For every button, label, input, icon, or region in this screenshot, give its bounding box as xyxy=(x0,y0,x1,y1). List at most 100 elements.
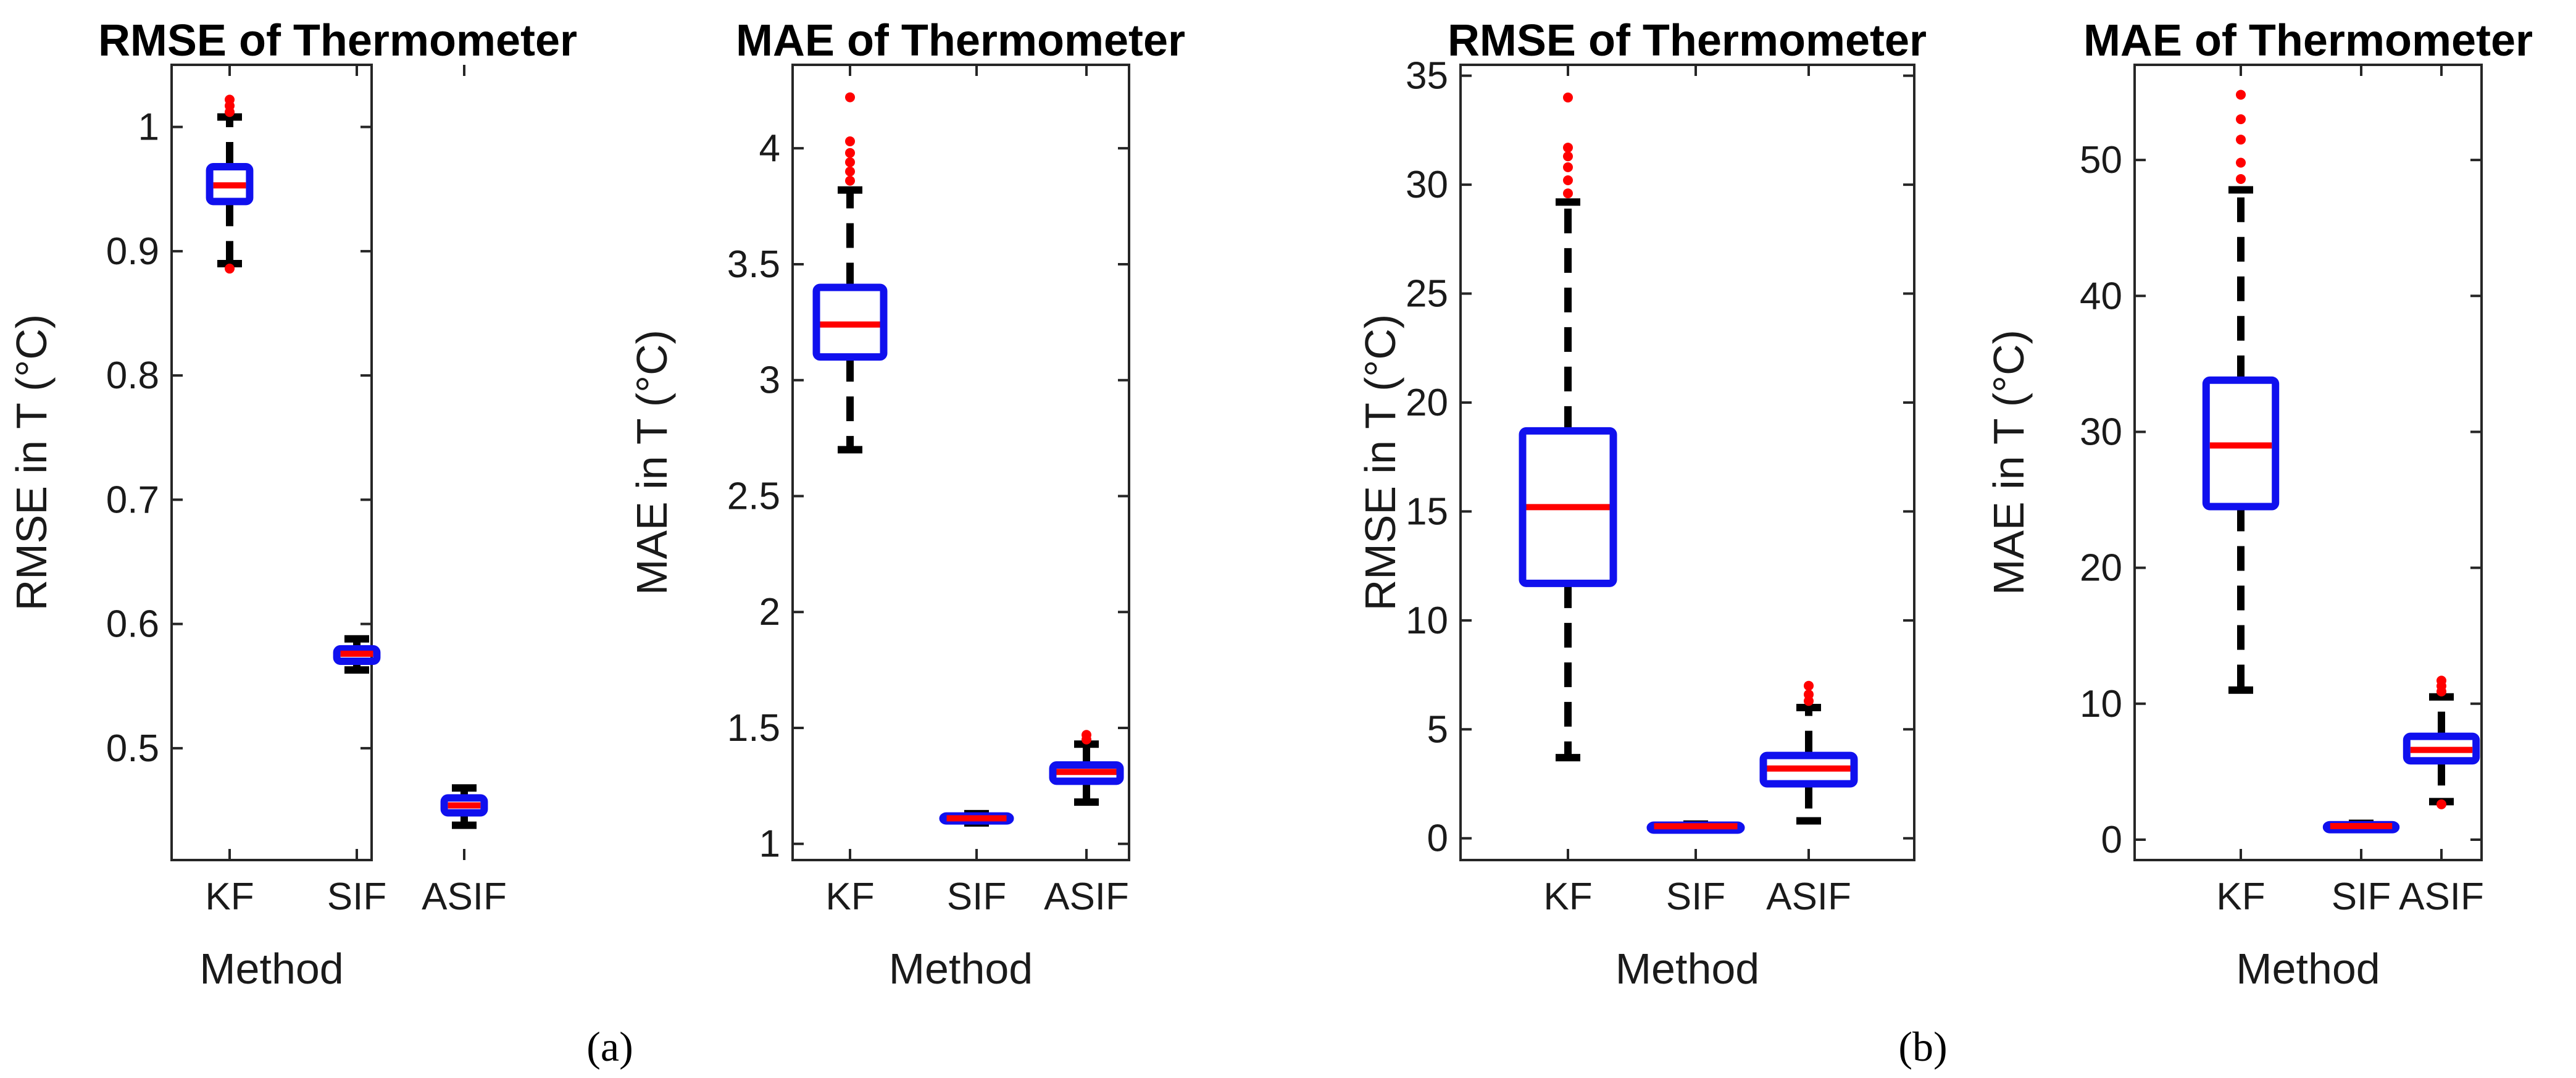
outlier-point xyxy=(845,175,855,186)
chart-mae-b: 0 10 20 30 40 50 KF SIF ASIF MAE of Thermometer Me… xyxy=(1985,16,2533,993)
xtick-label-sif: SIF xyxy=(2332,875,2391,918)
ytick-label: 3 xyxy=(759,359,780,402)
boxplot-kf xyxy=(206,94,254,274)
x-axis-label: Method xyxy=(1615,945,1759,993)
outlier-point xyxy=(225,94,235,105)
outlier-point xyxy=(1082,730,1091,740)
axes-frame xyxy=(2133,64,2483,861)
outlier-point xyxy=(1563,162,1573,172)
boxplot-asif xyxy=(440,784,488,829)
ytick-label: 3.5 xyxy=(727,243,780,286)
box-iqr xyxy=(2403,732,2480,765)
outlier-point xyxy=(1804,680,1814,691)
outlier-point xyxy=(2436,799,2446,809)
outlier-point xyxy=(2436,675,2446,686)
outlier-point xyxy=(845,148,855,158)
ytick-label: 15 xyxy=(1406,490,1448,533)
chart-title: RMSE of Thermometer xyxy=(98,16,577,65)
ytick-label: 2 xyxy=(759,591,780,633)
xtick-label-asif: ASIF xyxy=(422,875,507,918)
xtick-label-kf: KF xyxy=(825,875,874,918)
xtick-label-sif: SIF xyxy=(327,875,386,918)
outlier-point xyxy=(1563,92,1573,102)
xtick-label-sif: SIF xyxy=(1666,875,1725,918)
chart-title: RMSE of Thermometer xyxy=(1448,16,1927,65)
ytick-label: 0.8 xyxy=(106,354,159,397)
ytick-label: 1.5 xyxy=(727,707,780,750)
box-iqr xyxy=(1049,761,1124,785)
y-axis-label: MAE in T (°C) xyxy=(628,330,676,595)
ytick-label: 35 xyxy=(1406,55,1448,98)
boxplot-sif xyxy=(2322,819,2400,834)
x-axis-label: Method xyxy=(2236,945,2380,993)
boxplot-sif xyxy=(939,809,1014,827)
box-iqr xyxy=(333,645,381,665)
box-iqr xyxy=(812,283,888,361)
xtick-label-kf: KF xyxy=(1543,875,1592,918)
ytick-label: 10 xyxy=(1406,600,1448,642)
ytick-label: 30 xyxy=(1406,164,1448,206)
ytick-label: 40 xyxy=(2080,275,2122,317)
chart-title: MAE of Thermometer xyxy=(736,16,1185,65)
ytick-label: 0 xyxy=(1427,817,1448,860)
xtick-label-kf: KF xyxy=(205,875,254,918)
box-iqr xyxy=(206,163,254,206)
chart-rmse-b: 0 5 10 15 20 25 30 35 KF SIF ASIF RMSE of Thermomet… xyxy=(1356,16,1927,993)
outlier-point xyxy=(2236,135,2246,145)
outlier-point xyxy=(2236,114,2246,125)
ytick-label: 2.5 xyxy=(727,475,780,517)
boxplot-sif xyxy=(333,635,381,674)
ytick-label: 5 xyxy=(1427,708,1448,751)
chart-mae-a: 1 1.5 2 2.5 3 3.5 4 KF SIF ASIF MAE of Thermometer… xyxy=(628,16,1185,993)
boxplot-asif xyxy=(2403,675,2480,809)
ytick-label: 10 xyxy=(2080,683,2122,725)
box-iqr xyxy=(1759,751,1858,788)
axes-frame xyxy=(1459,64,1915,861)
ytick-label: 20 xyxy=(2080,547,2122,590)
axes-frame xyxy=(170,64,373,861)
ytick-label: 25 xyxy=(1406,273,1448,315)
outlier-point xyxy=(845,92,855,102)
chart-rmse-a: 0.5 0.6 0.7 0.8 0.9 1 KF SIF ASIF RMSE of Thermom… xyxy=(7,16,577,993)
ytick-label: 50 xyxy=(2080,139,2122,182)
boxplot-sif xyxy=(1646,820,1745,834)
x-axis-label: Method xyxy=(199,945,343,993)
y-axis-label: RMSE in T (°C) xyxy=(1356,314,1404,611)
box-iqr xyxy=(440,794,488,817)
ytick-label: 0.9 xyxy=(106,230,159,273)
outlier-point xyxy=(225,264,235,274)
ytick-label: 0.6 xyxy=(106,603,159,646)
ytick-label: 30 xyxy=(2080,411,2122,453)
ytick-label: 0.7 xyxy=(106,478,159,521)
chart-title: MAE of Thermometer xyxy=(2083,16,2533,65)
outlier-point xyxy=(845,166,855,177)
axes-frame xyxy=(791,64,1130,861)
ytick-label: 0 xyxy=(2101,819,2122,861)
box-iqr xyxy=(2202,376,2280,511)
boxplot-kf xyxy=(2202,90,2280,694)
outlier-point xyxy=(1563,175,1573,186)
ytick-label: 1 xyxy=(138,106,159,149)
panel-label-b: (b) xyxy=(1898,1023,1947,1070)
ytick-label: 1 xyxy=(759,823,780,866)
xtick-label-sif: SIF xyxy=(947,875,1006,918)
panel-label-a: (a) xyxy=(586,1023,633,1070)
outlier-point xyxy=(845,136,855,146)
outlier-point xyxy=(1804,689,1814,700)
boxplot-asif xyxy=(1049,730,1124,806)
outlier-point xyxy=(1563,143,1573,153)
boxplot-kf xyxy=(1519,92,1617,762)
outlier-point xyxy=(1563,151,1573,162)
boxplot-kf xyxy=(812,92,888,454)
box-iqr xyxy=(1519,427,1617,587)
outlier-point xyxy=(2236,157,2246,168)
boxplot-asif xyxy=(1759,680,1858,825)
xtick-label-asif: ASIF xyxy=(1766,875,1851,918)
outlier-point xyxy=(1563,188,1573,199)
y-axis-label: MAE in T (°C) xyxy=(1985,330,2033,595)
ytick-label: 4 xyxy=(759,127,780,170)
ytick-label: 20 xyxy=(1406,382,1448,424)
outlier-point xyxy=(2236,90,2246,100)
outlier-point xyxy=(845,157,855,167)
